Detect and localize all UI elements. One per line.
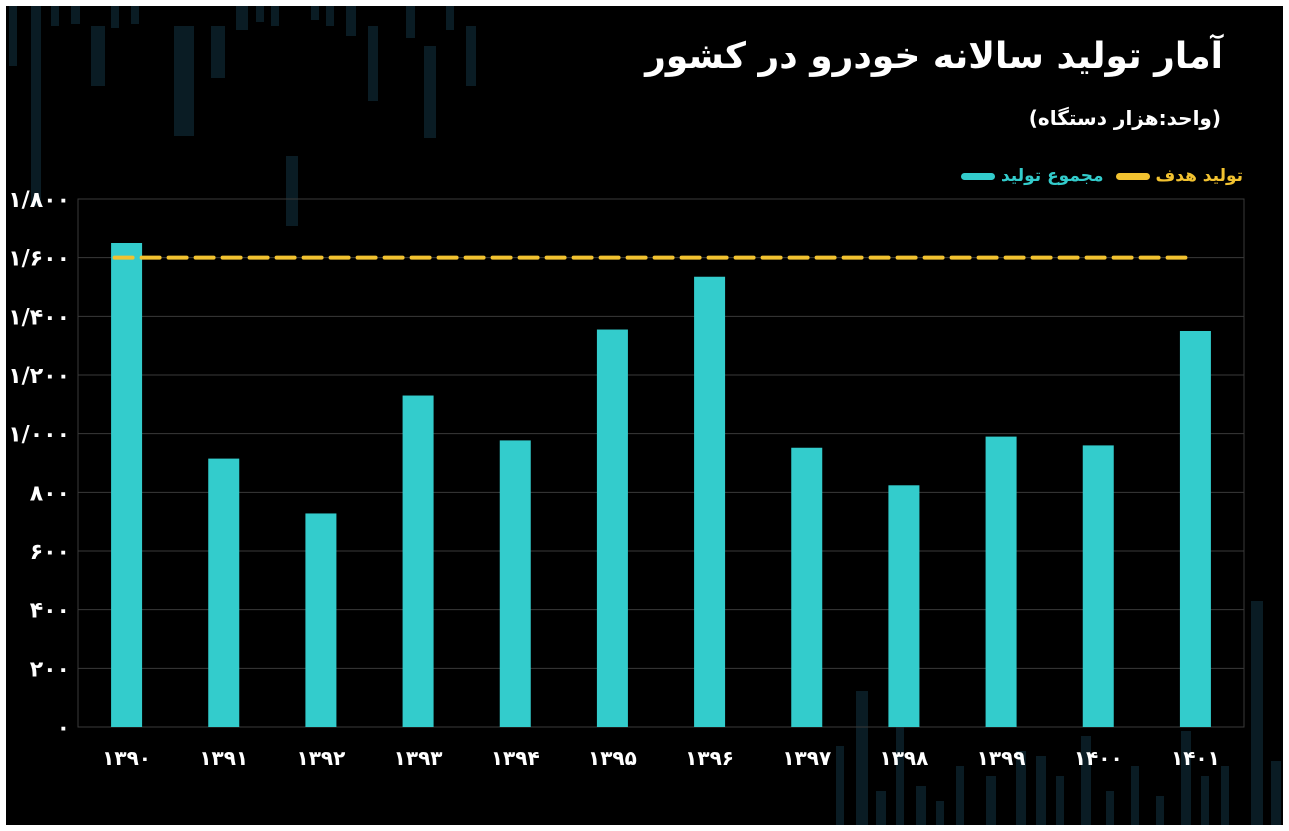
x-tick-label: ۱۳۹۰	[102, 746, 151, 770]
chart-frame: آمار تولید سالانه خودرو در کشور (واحد:هز…	[6, 6, 1283, 825]
background-candle	[1016, 751, 1026, 825]
x-tick-label: ۱۳۹۳	[394, 746, 443, 770]
bar	[111, 243, 143, 727]
background-candle	[111, 6, 119, 28]
background-candle	[1201, 776, 1209, 825]
background-candle	[236, 6, 248, 30]
background-candle	[91, 26, 105, 86]
background-candle	[71, 6, 80, 24]
legend-swatch-target	[1115, 172, 1150, 180]
x-tick-label: ۱۴۰۰	[1074, 746, 1123, 770]
y-tick-label: ۴۰۰	[30, 599, 70, 624]
bar	[499, 440, 531, 727]
background-candle	[956, 766, 964, 825]
background-candle	[1221, 766, 1229, 825]
legend-item-target: تولید هدف	[1115, 166, 1243, 186]
background-candle	[368, 26, 378, 101]
bar	[596, 329, 628, 727]
x-tick-label: ۱۳۹۴	[491, 746, 540, 770]
background-candle	[446, 6, 454, 30]
background-candle	[1056, 776, 1064, 825]
background-candle	[9, 6, 17, 66]
y-tick-label: ۱/۸۰۰	[8, 188, 70, 213]
background-candle	[1156, 796, 1164, 825]
bar	[694, 276, 726, 727]
y-tick-label: ۱/۶۰۰	[8, 247, 70, 272]
x-tick-label: ۱۳۹۲	[297, 746, 346, 770]
y-tick-label: ۱/۴۰۰	[8, 305, 70, 330]
plot-area-border	[77, 198, 1245, 728]
y-tick-label: ۲۰۰	[30, 657, 70, 682]
bar-chart: ۰ ۲۰۰ ۴۰۰ ۶۰۰ ۸۰۰ ۱/۰۰۰ ۱/۲۰۰ ۱/۴۰۰ ۱/۶۰۰ ۱/۸۰۰ ۱۳…	[8, 188, 1245, 770]
background-candle	[211, 26, 225, 78]
bar	[402, 395, 434, 727]
background-candle	[174, 26, 194, 136]
x-tick-label: ۱۳۹۹	[977, 746, 1026, 770]
legend-label-target: تولید هدف	[1155, 166, 1243, 186]
background-candle	[936, 801, 944, 825]
legend: مجموع تولید تولید هدف	[960, 166, 1243, 186]
x-tick-label: ۱۳۹۶	[685, 746, 734, 770]
background-candle	[1106, 791, 1114, 825]
background-candle	[1081, 736, 1091, 825]
bar	[305, 513, 337, 727]
background-candle	[424, 46, 436, 138]
legend-swatch-total	[960, 172, 995, 180]
background-candle	[31, 6, 41, 206]
bar	[208, 458, 240, 727]
background-candle	[1036, 756, 1046, 825]
bar	[985, 436, 1017, 727]
bar	[888, 485, 920, 727]
background-candle	[466, 26, 476, 86]
background-candle	[256, 6, 264, 22]
bar	[1179, 331, 1211, 727]
background-candle	[986, 776, 996, 825]
background-candle	[916, 786, 926, 825]
y-tick-label: ۱/۰۰۰	[8, 423, 70, 448]
background-candle	[51, 6, 59, 26]
background-candle	[1181, 731, 1191, 825]
chart-title: آمار تولید سالانه خودرو در کشور	[645, 36, 1223, 77]
x-tick-label: ۱۳۹۸	[880, 746, 929, 770]
legend-label-total: مجموع تولید	[1000, 166, 1104, 186]
background-candle	[896, 721, 904, 825]
background-candles	[9, 6, 1281, 825]
background-candle	[876, 791, 886, 825]
background-candle	[311, 6, 319, 20]
x-tick-label: ۱۳۹۱	[199, 746, 248, 770]
x-tick-label: ۱۳۹۷	[782, 746, 831, 770]
background-candle	[1131, 766, 1139, 825]
background-candle	[286, 156, 298, 226]
x-tick-label: ۱۳۹۵	[588, 746, 637, 770]
y-tick-label: ۱/۲۰۰	[8, 364, 70, 389]
background-candle	[271, 6, 279, 26]
background-candle	[856, 691, 868, 825]
background-candle	[346, 6, 356, 36]
x-tick-label: ۱۴۰۱	[1171, 746, 1220, 770]
y-tick-label: ۶۰۰	[30, 540, 70, 565]
y-tick-label: ۰	[57, 716, 70, 741]
background-candle	[131, 6, 139, 24]
background-candle	[836, 746, 844, 825]
background-candle	[326, 6, 334, 26]
background-candle	[406, 6, 415, 38]
bar	[791, 447, 823, 727]
chart-subtitle: (واحد:هزار دستگاه)	[1028, 106, 1221, 130]
legend-item-total: مجموع تولید	[960, 166, 1104, 186]
y-tick-label: ۸۰۰	[30, 481, 70, 506]
background-candle	[1271, 761, 1281, 825]
bar	[1082, 445, 1114, 727]
background-candle	[1251, 601, 1263, 825]
